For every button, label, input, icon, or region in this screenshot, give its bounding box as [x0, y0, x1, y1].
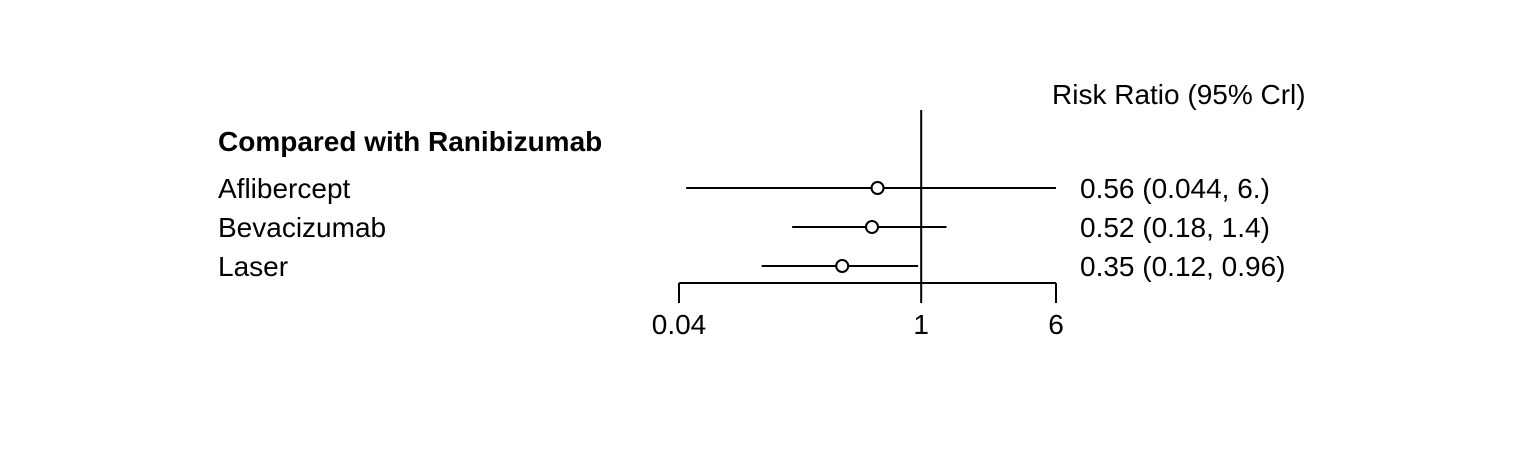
row-name: Bevacizumab: [218, 212, 386, 243]
rows-layer: Aflibercept 0.56 (0.044, 6.) Bevacizumab 0.…: [218, 173, 1285, 282]
group-label: Compared with Ranibizumab: [218, 126, 602, 157]
estimate-point: [864, 220, 879, 234]
forest-row: Bevacizumab 0.52 (0.18, 1.4): [218, 212, 1270, 243]
x-tick-label: 0.04: [652, 309, 707, 340]
row-name: Aflibercept: [218, 173, 351, 204]
x-tick-label: 6: [1048, 309, 1064, 340]
estimate-label: 0.56 (0.044, 6.): [1080, 173, 1270, 204]
x-tick-label: 1: [913, 309, 929, 340]
x-ticks-layer: 0.04 1 6: [652, 283, 1064, 340]
row-name: Laser: [218, 251, 288, 282]
header-label: Risk Ratio (95% Crl): [1052, 79, 1306, 110]
estimate-label: 0.35 (0.12, 0.96): [1080, 251, 1285, 282]
estimate-point: [835, 259, 850, 273]
estimate-point: [870, 181, 885, 195]
forest-row: Laser 0.35 (0.12, 0.96): [218, 251, 1285, 282]
forest-row: Aflibercept 0.56 (0.044, 6.): [218, 173, 1270, 204]
estimate-label: 0.52 (0.18, 1.4): [1080, 212, 1270, 243]
